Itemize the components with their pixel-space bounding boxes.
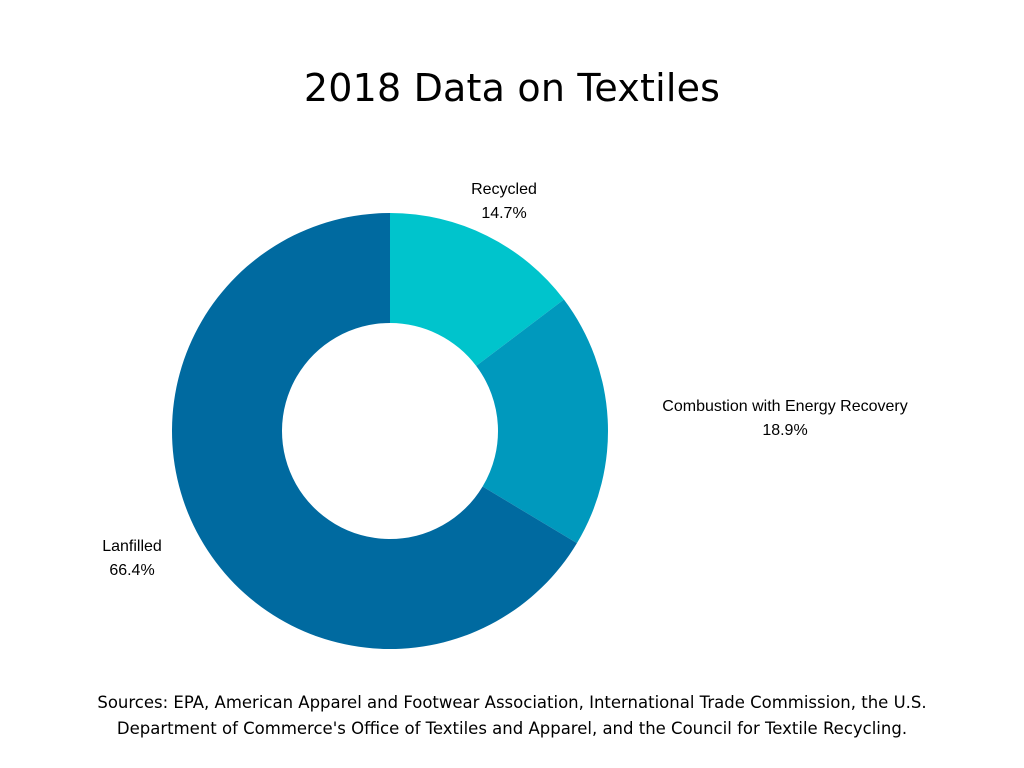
slice-label-recycled: Recycled 14.7% bbox=[444, 178, 564, 226]
slice-label-landfilled: Lanfilled 66.4% bbox=[72, 535, 192, 583]
slice-label-recycled-name: Recycled bbox=[471, 181, 537, 198]
slice-label-landfilled-value: 66.4% bbox=[109, 562, 155, 579]
slice-label-combustion-name: Combustion with Energy Recovery bbox=[662, 398, 908, 415]
sources-note: Sources: EPA, American Apparel and Footw… bbox=[0, 690, 1024, 742]
sources-line-1: Sources: EPA, American Apparel and Footw… bbox=[97, 693, 927, 712]
slice-label-combustion: Combustion with Energy Recovery 18.9% bbox=[630, 395, 940, 443]
sources-line-2: Department of Commerce's Office of Texti… bbox=[116, 719, 908, 738]
chart-title: 2018 Data on Textiles bbox=[303, 66, 721, 110]
slice-label-landfilled-name: Lanfilled bbox=[102, 538, 162, 555]
donut-slice-combustion bbox=[476, 299, 608, 544]
slice-label-recycled-value: 14.7% bbox=[481, 205, 527, 222]
slice-label-combustion-value: 18.9% bbox=[762, 422, 808, 439]
donut-slice-recycled bbox=[390, 213, 564, 366]
donut-slices bbox=[171, 213, 608, 649]
donut-slice-landfilled bbox=[171, 213, 577, 649]
